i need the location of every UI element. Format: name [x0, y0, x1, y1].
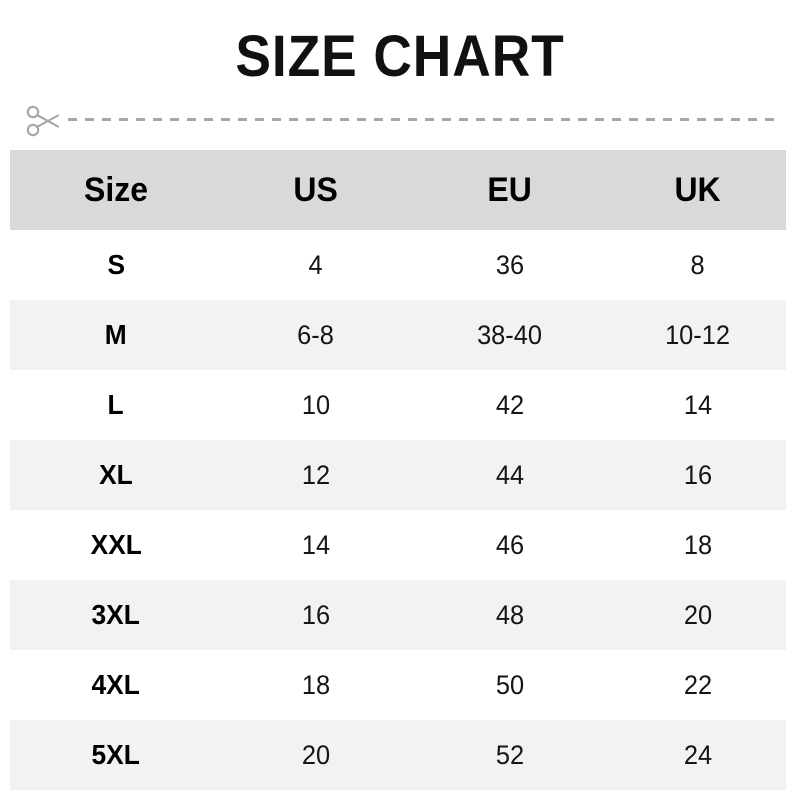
cell-size: M — [10, 300, 222, 370]
column-header-eu: EU — [410, 150, 610, 230]
cell-uk: 20 — [610, 580, 786, 650]
cell-us: 10 — [222, 370, 410, 440]
table-row: XL 12 44 16 — [10, 440, 786, 510]
cell-us: 18 — [222, 650, 410, 720]
scissors-icon — [24, 101, 66, 141]
cell-eu: 46 — [410, 510, 610, 580]
cell-us: 14 — [222, 510, 410, 580]
cell-eu: 52 — [410, 720, 610, 790]
cell-eu: 44 — [410, 440, 610, 510]
table-row: S 4 36 8 — [10, 230, 786, 300]
column-header-us-label: US — [293, 170, 339, 209]
cell-us: 12 — [222, 440, 410, 510]
cell-uk: 22 — [610, 650, 786, 720]
table-row: M 6-8 38-40 10-12 — [10, 300, 786, 370]
column-header-us: US — [222, 150, 410, 230]
cell-size: S — [10, 230, 222, 300]
cell-size: 3XL — [10, 580, 222, 650]
table-row: 4XL 18 50 22 — [10, 650, 786, 720]
column-header-size: Size — [10, 150, 222, 230]
cell-us: 4 — [222, 230, 410, 300]
page-title-container: SIZE CHART — [0, 26, 800, 88]
column-header-size-label: Size — [84, 170, 148, 209]
cell-us: 16 — [222, 580, 410, 650]
cell-uk: 24 — [610, 720, 786, 790]
column-header-uk: UK — [610, 150, 786, 230]
cell-us: 20 — [222, 720, 410, 790]
table-row: L 10 42 14 — [10, 370, 786, 440]
cell-eu: 50 — [410, 650, 610, 720]
dashed-cut-line — [68, 118, 780, 121]
cell-size: XXL — [10, 510, 222, 580]
cell-uk: 18 — [610, 510, 786, 580]
cell-eu: 38-40 — [410, 300, 610, 370]
cell-uk: 10-12 — [610, 300, 786, 370]
cell-size: 5XL — [10, 720, 222, 790]
cell-size: XL — [10, 440, 222, 510]
cell-eu: 42 — [410, 370, 610, 440]
column-header-uk-label: UK — [674, 170, 722, 209]
table-row: XXL 14 46 18 — [10, 510, 786, 580]
column-header-eu-label: EU — [487, 170, 533, 209]
table-row: 3XL 16 48 20 — [10, 580, 786, 650]
table-header-row: Size US EU UK — [10, 150, 786, 230]
cell-us: 6-8 — [222, 300, 410, 370]
cell-size: 4XL — [10, 650, 222, 720]
table-row: 5XL 20 52 24 — [10, 720, 786, 790]
cut-line — [24, 101, 780, 141]
cell-eu: 36 — [410, 230, 610, 300]
page-title: SIZE CHART — [235, 24, 565, 89]
cell-size: L — [10, 370, 222, 440]
cell-uk: 14 — [610, 370, 786, 440]
size-chart-table: Size US EU UK S 4 36 8 M 6-8 38-40 10-12… — [10, 150, 786, 790]
cell-eu: 48 — [410, 580, 610, 650]
cell-uk: 8 — [610, 230, 786, 300]
cell-uk: 16 — [610, 440, 786, 510]
